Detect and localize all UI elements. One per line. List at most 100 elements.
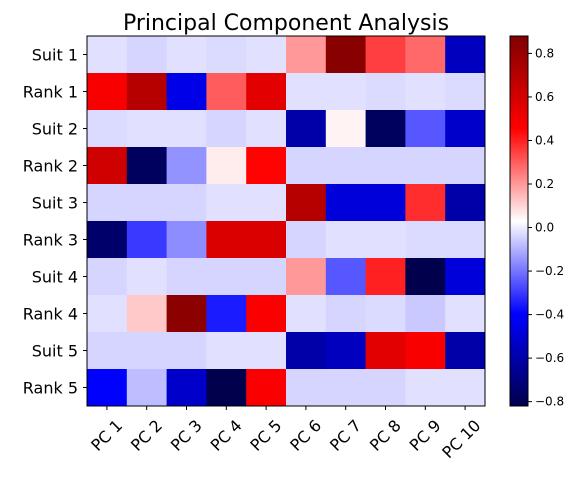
x-tick-label: PC 6 bbox=[286, 416, 325, 455]
heatmap-cell bbox=[365, 73, 406, 111]
heatmap-cell bbox=[445, 332, 486, 370]
heatmap-cell bbox=[405, 221, 446, 259]
x-tick-label: PC 5 bbox=[246, 416, 285, 455]
y-tick-label: Suit 1 bbox=[32, 46, 78, 65]
heatmap-cell bbox=[126, 258, 168, 296]
x-tick-label: PC 3 bbox=[167, 416, 206, 455]
chart-title: Principal Component Analysis bbox=[123, 11, 449, 36]
heatmap-cell bbox=[325, 221, 367, 259]
heatmap-cell bbox=[405, 295, 446, 333]
heatmap-cell bbox=[365, 110, 406, 148]
heatmap-cell bbox=[166, 73, 207, 111]
heatmap-cell bbox=[405, 147, 446, 185]
colorbar-tick-label: 0.0 bbox=[535, 221, 554, 235]
heatmap-cell bbox=[325, 295, 367, 333]
heatmap-cell bbox=[206, 147, 247, 185]
heatmap-cell bbox=[126, 147, 168, 185]
heatmap-cell bbox=[166, 332, 207, 370]
heatmap-cell bbox=[246, 221, 287, 259]
heatmap-cell bbox=[365, 36, 406, 74]
heatmap-cell bbox=[286, 369, 327, 407]
heatmap-cell bbox=[365, 258, 406, 296]
heatmap-cell bbox=[286, 147, 327, 185]
heatmap-cell bbox=[166, 295, 207, 333]
x-tick-label: PC 1 bbox=[87, 416, 126, 455]
heatmap-cell bbox=[166, 147, 207, 185]
heatmap-cell bbox=[286, 221, 327, 259]
heatmap-cell bbox=[405, 369, 446, 407]
heatmap-cell bbox=[325, 258, 367, 296]
y-tick-label: Rank 2 bbox=[23, 157, 78, 176]
heatmap-cell bbox=[87, 147, 128, 185]
heatmap-cell bbox=[166, 110, 207, 148]
y-tick-label: Suit 2 bbox=[32, 120, 78, 139]
heatmap-cell bbox=[325, 36, 367, 74]
heatmap-cell bbox=[206, 221, 247, 259]
heatmap-cell bbox=[87, 332, 128, 370]
heatmap-cell bbox=[87, 110, 128, 148]
heatmap-cells bbox=[87, 36, 486, 407]
colorbar-ticks: 0.8 0.6 0.4 0.2 0.0 −0.2 −0.4 −0.6 −0.8 bbox=[528, 46, 564, 409]
heatmap-cell bbox=[445, 147, 486, 185]
heatmap-cell bbox=[445, 110, 486, 148]
heatmap-cell bbox=[87, 221, 128, 259]
heatmap-cell bbox=[166, 369, 207, 407]
heatmap-cell bbox=[445, 36, 486, 74]
heatmap-cell bbox=[365, 295, 406, 333]
heatmap-cell bbox=[405, 36, 446, 74]
heatmap-cell bbox=[206, 110, 247, 148]
heatmap-cell bbox=[325, 147, 367, 185]
colorbar-tick-label: 0.6 bbox=[535, 90, 554, 104]
heatmap-cell bbox=[365, 369, 406, 407]
heatmap-cell bbox=[87, 36, 128, 74]
heatmap-cell bbox=[365, 184, 406, 222]
heatmap-cell bbox=[246, 147, 287, 185]
heatmap-cell bbox=[206, 332, 247, 370]
x-tick-label: PC 10 bbox=[438, 416, 484, 462]
heatmap-cell bbox=[286, 295, 327, 333]
heatmap-cell bbox=[365, 332, 406, 370]
heatmap-cell bbox=[445, 295, 486, 333]
heatmap-cell bbox=[286, 184, 327, 222]
x-tick-label: PC 7 bbox=[326, 416, 365, 455]
colorbar-tick-label: 0.8 bbox=[535, 46, 554, 60]
y-tick-label: Suit 3 bbox=[32, 194, 78, 213]
colorbar-tick-label: −0.6 bbox=[535, 351, 564, 365]
heatmap-cell bbox=[246, 369, 287, 407]
colorbar-tick-label: −0.2 bbox=[535, 264, 564, 278]
x-tick-label: PC 4 bbox=[207, 416, 246, 455]
heatmap-cell bbox=[286, 332, 327, 370]
y-axis: Suit 1 Rank 1 Suit 2 Rank 2 Suit 3 Rank 3 Suit… bbox=[23, 46, 87, 398]
heatmap-cell bbox=[166, 36, 207, 74]
heatmap-cell bbox=[206, 295, 247, 333]
heatmap-cell bbox=[325, 369, 367, 407]
heatmap-cell bbox=[445, 258, 486, 296]
heatmap-cell bbox=[126, 110, 168, 148]
heatmap-cell bbox=[286, 258, 327, 296]
heatmap-cell bbox=[206, 369, 247, 407]
heatmap-cell bbox=[365, 147, 406, 185]
heatmap-cell bbox=[286, 73, 327, 111]
heatmap-cell bbox=[126, 36, 168, 74]
heatmap-cell bbox=[126, 369, 168, 407]
heatmap-cell bbox=[445, 369, 486, 407]
heatmap-cell bbox=[445, 184, 486, 222]
colorbar-tick-label: 0.2 bbox=[535, 177, 554, 191]
colorbar-tick-label: −0.4 bbox=[535, 308, 564, 322]
heatmap-cell bbox=[405, 73, 446, 111]
heatmap-cell bbox=[166, 184, 207, 222]
heatmap-cell bbox=[286, 110, 327, 148]
y-tick-label: Rank 4 bbox=[23, 305, 78, 324]
heatmap-cell bbox=[405, 258, 446, 296]
y-tick-label: Suit 4 bbox=[32, 268, 78, 287]
heatmap-cell bbox=[126, 332, 168, 370]
heatmap-cell bbox=[87, 295, 128, 333]
heatmap-cell bbox=[126, 221, 168, 259]
heatmap-cell bbox=[246, 184, 287, 222]
heatmap-cell bbox=[206, 36, 247, 74]
heatmap-cell bbox=[445, 221, 486, 259]
heatmap-cell bbox=[405, 184, 446, 222]
heatmap-cell bbox=[87, 258, 128, 296]
plot-frame bbox=[86, 35, 486, 407]
